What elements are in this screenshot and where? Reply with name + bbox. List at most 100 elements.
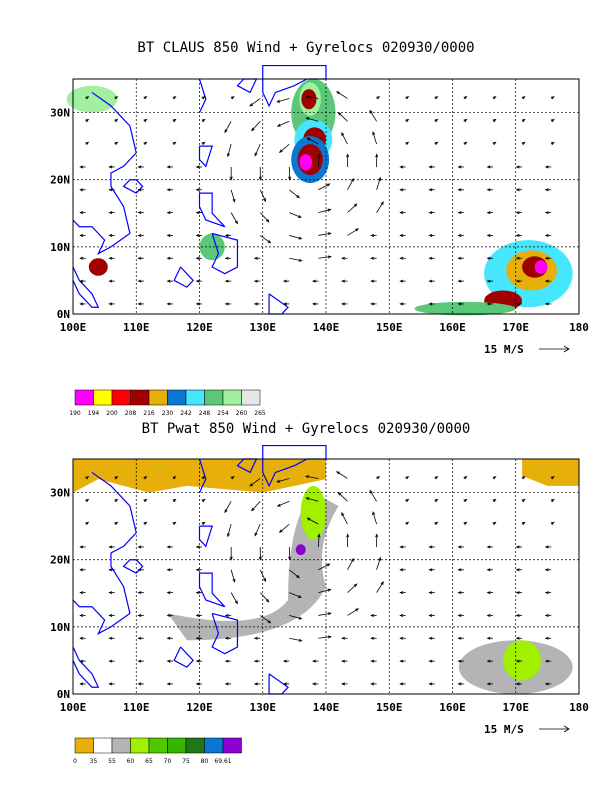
wind-vector-head (306, 137, 311, 141)
wind-vector-head (108, 568, 113, 572)
wind-vector-head (327, 635, 332, 639)
wind-vector-head (137, 188, 142, 192)
cloud-top-shading (299, 154, 313, 171)
wind-vector (376, 177, 381, 190)
wind-vector-head (378, 176, 382, 181)
x-tick-label: 110E (123, 701, 150, 714)
colorbar-swatch (204, 389, 224, 406)
wind-vector-head (195, 568, 200, 572)
wind-vector-head (79, 659, 84, 663)
wind-vector-head (143, 96, 148, 100)
wind-vector-head (353, 203, 358, 207)
wind-vector-head (224, 659, 229, 663)
wind-vector-head (370, 636, 375, 640)
wind-vector-head (376, 96, 381, 100)
wind-vector-head (376, 476, 381, 480)
wind-vector (259, 212, 270, 223)
wind-vector-head (251, 127, 255, 132)
colorbar-label: 265 (254, 410, 266, 417)
colorbar-swatch (111, 389, 131, 406)
wind-vector (372, 511, 377, 525)
wind-vector-head (544, 659, 549, 663)
x-tick-label: 180 (569, 701, 589, 714)
wind-vector-head (253, 256, 258, 260)
wind-vector (254, 523, 261, 536)
wind-vector-head (114, 141, 119, 146)
wind-vector-head (492, 498, 497, 503)
wind-vector-head (515, 545, 520, 549)
wind-vector-head (108, 682, 113, 686)
wind-vector-head (350, 177, 355, 182)
wind-vector-head (79, 636, 84, 640)
wind-vector-head (114, 96, 119, 100)
wind-vector-head (515, 659, 520, 663)
wind-vector-head (515, 682, 520, 686)
wind-vector-head (486, 279, 491, 283)
wind-vector-head (85, 96, 90, 100)
map-frame (72, 458, 580, 695)
wind-vector-head (457, 279, 462, 283)
wind-vector-head (486, 659, 491, 663)
coastline (198, 525, 213, 548)
wind-vector-head (463, 521, 468, 526)
coastline (122, 179, 144, 194)
wind-vector-head (337, 111, 342, 116)
colorbar-label: 80 (201, 758, 209, 765)
wind-vector-head (298, 616, 303, 620)
wind-vector-head (515, 636, 520, 640)
wind-vector-head (369, 109, 373, 114)
wind-vector-head (428, 613, 433, 617)
wind-vector (230, 569, 236, 582)
wind-vector-head (341, 279, 346, 283)
wind-vector-head (544, 591, 549, 595)
wind-vector (289, 257, 302, 262)
wind-vector-head (521, 498, 526, 503)
wind-vector-head (232, 578, 236, 583)
colorbar-label: 254 (217, 410, 229, 417)
wind-vector-head (137, 568, 142, 572)
ref-vector-label: 15 M/S (484, 343, 524, 356)
wind-vector-head (137, 659, 142, 663)
wind-vector-head (515, 591, 520, 595)
wind-vector-head (263, 198, 267, 203)
wind-vector-head (434, 141, 439, 146)
wind-vector (259, 569, 266, 582)
wind-vector-head (137, 545, 142, 549)
wind-vector-head (79, 256, 84, 260)
wind-vector-head (108, 211, 113, 215)
wind-vector (259, 615, 271, 624)
wind-vector-head (224, 636, 229, 640)
coastline (72, 471, 137, 635)
wind-vector (277, 500, 290, 507)
wind-vector-head (457, 302, 462, 306)
coastline (198, 572, 226, 608)
wind-vector-head (457, 682, 462, 686)
x-tick-label: 180 (569, 321, 589, 334)
wind-vector-head (428, 211, 433, 215)
wind-vector-head (311, 659, 316, 663)
wind-vector-head (544, 211, 549, 215)
panel1-title: BT CLAUS 850 Wind + Gyrelocs 020930/0000 (137, 40, 475, 56)
wind-vector-head (327, 255, 332, 259)
wind-vector-head (521, 521, 526, 526)
wind-vector-head (486, 545, 491, 549)
wind-vector (347, 583, 358, 593)
colorbar-swatch (167, 737, 187, 754)
wind-vector-head (137, 165, 142, 169)
wind-vector-head (166, 613, 171, 617)
wind-vector-head (79, 302, 84, 306)
colorbar-swatch (74, 737, 94, 754)
wind-vector-head (226, 153, 230, 158)
wind-vector-head (79, 188, 84, 192)
wind-vector-head (399, 188, 404, 192)
wind-vector-head (405, 96, 410, 100)
wind-vector-head (521, 118, 526, 123)
wind-vector-head (166, 188, 171, 192)
wind-vector-head (114, 521, 119, 526)
wind-vector-head (304, 475, 310, 479)
wind-vector-head (108, 256, 113, 260)
wind-vector-head (224, 279, 229, 283)
wind-vector-head (298, 258, 303, 262)
wind-vector-head (166, 279, 171, 283)
wind-vector-head (341, 512, 345, 516)
